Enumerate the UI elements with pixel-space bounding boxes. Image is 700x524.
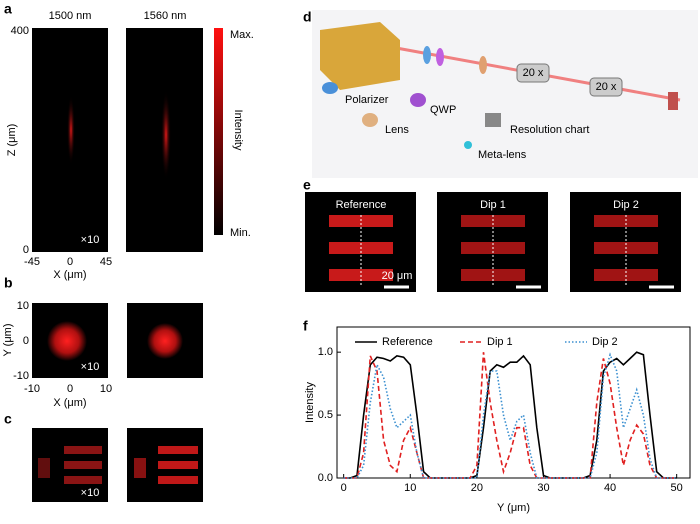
legend-label: Dip 1 bbox=[487, 336, 513, 348]
axis-title: Z (μm) bbox=[6, 124, 18, 157]
legend-icon bbox=[322, 82, 338, 94]
x-tick-label: 20 bbox=[471, 482, 483, 494]
x-tick-label: 50 bbox=[671, 482, 683, 494]
tick-label: 10 bbox=[100, 383, 112, 395]
tick-label: 0 bbox=[23, 244, 29, 256]
tick-label: 0 bbox=[67, 256, 73, 268]
objective-label: 20 x bbox=[596, 81, 617, 93]
factor: ×10 bbox=[81, 234, 100, 246]
series-line bbox=[343, 351, 677, 479]
legend-text: Lens bbox=[385, 124, 409, 136]
legend-text: QWP bbox=[430, 104, 456, 116]
spot bbox=[47, 321, 87, 361]
image-title: Reference bbox=[336, 199, 387, 211]
spot bbox=[147, 323, 183, 359]
plot-frame bbox=[336, 326, 691, 479]
legend-icon bbox=[464, 141, 472, 149]
axis-title: Y (μm) bbox=[2, 323, 14, 356]
tick-label: 400 bbox=[11, 25, 29, 37]
qwp bbox=[436, 48, 444, 66]
panel-label: d bbox=[303, 9, 312, 25]
y-tick-label: 0.0 bbox=[318, 472, 333, 484]
tick-label: 45 bbox=[100, 256, 112, 268]
camera bbox=[668, 92, 678, 110]
objective bbox=[516, 63, 550, 83]
bars bbox=[38, 446, 102, 484]
panel-label: c bbox=[4, 411, 12, 427]
tick-label: 10 bbox=[17, 300, 29, 312]
legend-icon bbox=[410, 93, 426, 107]
beam bbox=[67, 95, 75, 165]
axis-title: X (μm) bbox=[53, 269, 86, 281]
factor: ×10 bbox=[81, 487, 100, 499]
lens bbox=[479, 56, 487, 74]
x-tick-label: 0 bbox=[341, 482, 347, 494]
tick-label: -10 bbox=[24, 383, 40, 395]
panel-label: f bbox=[303, 318, 308, 334]
series-line bbox=[343, 352, 677, 479]
x-axis-title: Y (μm) bbox=[497, 502, 530, 514]
colorbar bbox=[214, 28, 223, 235]
column-title: 1560 nm bbox=[144, 10, 187, 22]
legend-label: Dip 2 bbox=[592, 336, 618, 348]
y-axis-title: Intensity bbox=[304, 382, 316, 423]
scale-label: 20 μm bbox=[382, 270, 413, 282]
image-title: Dip 1 bbox=[480, 199, 506, 211]
panel-label: b bbox=[4, 275, 13, 291]
legend-icon bbox=[362, 113, 378, 127]
colorbar-min: Min. bbox=[230, 227, 251, 239]
legend-icon bbox=[485, 113, 501, 127]
axis-title: X (μm) bbox=[53, 397, 86, 409]
tick-label: -45 bbox=[24, 256, 40, 268]
panel-label: e bbox=[303, 177, 311, 193]
y-tick-label: 0.5 bbox=[318, 409, 333, 421]
beam bbox=[161, 90, 171, 180]
x-tick-label: 40 bbox=[604, 482, 616, 494]
factor: ×10 bbox=[81, 361, 100, 373]
panel-label: a bbox=[4, 1, 12, 17]
bars bbox=[134, 446, 198, 484]
y-tick-label: 1.0 bbox=[318, 346, 333, 358]
legend-label: Reference bbox=[382, 336, 433, 348]
legend-text: Meta-lens bbox=[478, 149, 527, 161]
series-line bbox=[343, 352, 677, 479]
objective bbox=[589, 77, 623, 97]
laser bbox=[320, 22, 400, 90]
column-title: 1500 nm bbox=[49, 10, 92, 22]
x-tick-label: 10 bbox=[404, 482, 416, 494]
x-tick-label: 30 bbox=[537, 482, 549, 494]
tick-label: -10 bbox=[13, 370, 29, 382]
legend-text: Polarizer bbox=[345, 94, 389, 106]
legend-text: Resolution chart bbox=[510, 124, 590, 136]
polarizer bbox=[423, 46, 431, 64]
tick-label: 0 bbox=[67, 383, 73, 395]
objective-label: 20 x bbox=[523, 67, 544, 79]
tick-label: 0 bbox=[23, 335, 29, 347]
colorbar-max: Max. bbox=[230, 29, 254, 41]
image-title: Dip 2 bbox=[613, 199, 639, 211]
colorbar-title: Intensity bbox=[232, 110, 244, 151]
